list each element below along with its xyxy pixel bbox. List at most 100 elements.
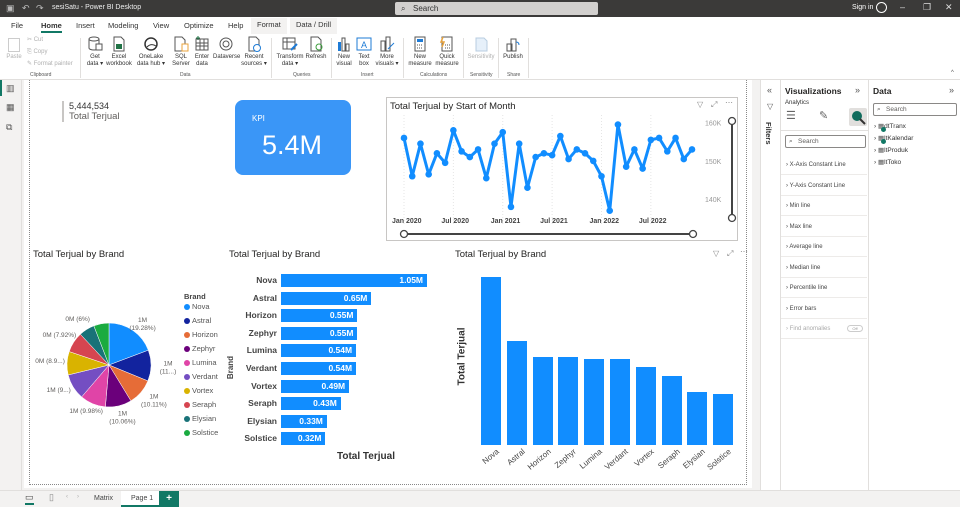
restore-button[interactable]: ❐ (923, 2, 932, 12)
text-box-button[interactable]: A Text box (356, 36, 372, 68)
analytics-section-find-anomalies[interactable]: › Find anomalies Off (781, 319, 867, 339)
column-bar[interactable] (532, 357, 553, 445)
cut-button[interactable]: ✂ Cut (27, 37, 44, 43)
legend-item-vortex[interactable]: Vortex (184, 386, 213, 395)
collapse-pane-icon[interactable]: » (949, 85, 955, 95)
analytics-search-input[interactable]: ⌕ Search (785, 135, 866, 148)
line-chart-visual[interactable]: Total Terjual by Start of Month ▽ ⤢ ⋯ Ja… (386, 97, 738, 241)
analytics-section-min-line[interactable]: › Min line (781, 196, 867, 216)
anomalies-toggle[interactable]: Off (847, 325, 863, 332)
prev-page-icon[interactable]: ‹ (66, 494, 68, 500)
legend-item-lumina[interactable]: Lumina (184, 358, 217, 367)
global-search[interactable]: ⌕ Search (395, 2, 598, 15)
hbar-bar[interactable]: 0.33M (281, 414, 327, 428)
column-bar[interactable] (661, 376, 682, 445)
collapse-pane-icon[interactable]: » (855, 85, 861, 95)
analytics-tab-button[interactable] (849, 108, 867, 126)
hbar-row[interactable]: Zephyr 0.55M (249, 326, 451, 340)
analytics-section-y-axis-constant-line[interactable]: › Y-Axis Constant Line (781, 176, 867, 196)
legend-item-nova[interactable]: Nova (184, 302, 210, 311)
save-icon[interactable]: ▣ (6, 3, 15, 13)
desktop-layout-icon[interactable]: ▭ (25, 492, 34, 505)
tab-format[interactable]: Format (251, 18, 287, 34)
hbar-row[interactable]: Nova 1.05M (256, 274, 451, 287)
page-tab-page-1[interactable]: Page 1 (121, 491, 164, 507)
column-bar[interactable] (713, 393, 734, 445)
filter-icon[interactable]: ▽ (713, 249, 720, 258)
hbar-bar[interactable]: 0.55M (281, 309, 358, 323)
paste-button[interactable]: Paste (5, 36, 23, 61)
excel-workbook-button[interactable]: Excel workbook (106, 36, 132, 68)
focus-mode-icon[interactable]: ⤢ (727, 249, 734, 258)
horizontal-bar-visual[interactable]: Total Terjual by Brand Brand Nova 1.05M As… (226, 245, 451, 485)
minimize-button[interactable]: – (900, 2, 906, 12)
redo-icon[interactable]: ↷ (36, 3, 44, 13)
legend-item-horizon[interactable]: Horizon (184, 330, 218, 339)
column-bar[interactable] (610, 358, 630, 445)
analytics-section-max-line[interactable]: › Max line (781, 217, 867, 237)
legend-item-verdant[interactable]: Verdant (184, 372, 218, 381)
tab-view[interactable]: View (153, 21, 170, 30)
more-options-icon[interactable]: ⋯ (725, 98, 733, 107)
column-bar[interactable] (558, 357, 579, 445)
hbar-bar[interactable]: 0.49M (281, 379, 350, 393)
analytics-section-average-line[interactable]: › Average line (781, 237, 867, 257)
hbar-row[interactable]: Verdant 0.54M (246, 362, 451, 375)
hbar-row[interactable]: Elysian 0.33M (247, 414, 451, 428)
hbar-row[interactable]: Astral 0.65M (253, 291, 451, 305)
dataverse-button[interactable]: Dataverse (213, 36, 240, 61)
data-search-input[interactable]: ⌕ Search (873, 103, 957, 116)
recent-sources-button[interactable]: Recent sources ▾ (241, 36, 267, 68)
hbar-row[interactable]: Lumina 0.54M (247, 344, 451, 358)
tab-home[interactable]: Home (41, 21, 62, 33)
more-visuals-button[interactable]: More visuals ▾ (375, 36, 399, 68)
filter-icon[interactable]: ▽ (697, 100, 704, 109)
column-bar[interactable] (687, 392, 708, 445)
undo-icon[interactable]: ↶ (22, 3, 30, 13)
hbar-bar[interactable]: 0.54M (281, 344, 357, 358)
data-table-ltproduk[interactable]: › ▦ltProduk (874, 147, 908, 154)
hbar-row[interactable]: Vortex 0.49M (251, 379, 451, 393)
format-tab-icon[interactable]: ✎ (819, 110, 829, 122)
publish-button[interactable]: Publish (502, 36, 524, 61)
table-view-icon[interactable]: ▦ (6, 102, 15, 112)
model-view-icon[interactable]: ⧉ (6, 122, 13, 132)
enter-data-button[interactable]: Enter data (193, 36, 211, 68)
hbar-bar[interactable]: 0.43M (281, 397, 341, 411)
filters-pane-collapsed[interactable]: « ▽ Filters (760, 80, 780, 490)
get-data-button[interactable]: Get data ▾ (84, 36, 106, 68)
hbar-bar[interactable]: 0.32M (281, 432, 326, 446)
analytics-section-median-line[interactable]: › Median line (781, 258, 867, 278)
focus-mode-icon[interactable]: ⤢ (711, 100, 718, 109)
data-table-ltkalendar[interactable]: › ▦ltKalendar (874, 135, 914, 144)
data-table-dttranx[interactable]: › ▦dtTranx (874, 123, 906, 132)
more-options-icon[interactable]: ⋯ (740, 247, 748, 256)
page-tab-matrix[interactable]: Matrix (94, 495, 114, 502)
analytics-section-percentile-line[interactable]: › Percentile line (781, 278, 867, 298)
data-table-lttoko[interactable]: › ▦ltToko (874, 159, 902, 166)
column-bar[interactable] (481, 277, 501, 445)
expand-icon[interactable]: « (767, 85, 773, 95)
legend-item-seraph[interactable]: Seraph (184, 400, 216, 409)
legend-item-solstice[interactable]: Solstice (184, 428, 218, 437)
legend-item-zephyr[interactable]: Zephyr (184, 344, 215, 353)
column-bar[interactable] (584, 358, 605, 445)
hbar-row[interactable]: Solstice 0.32M (244, 432, 451, 446)
next-page-icon[interactable]: › (77, 494, 79, 500)
legend-item-astral[interactable]: Astral (184, 316, 211, 325)
transform-data-button[interactable]: Transform data ▾ (276, 36, 304, 68)
quick-measure-button[interactable]: Quick measure (435, 36, 459, 68)
sensitivity-button[interactable]: Sensitivity (467, 36, 495, 61)
pie-chart-visual[interactable]: Total Terjual by Brand 1M (19.28%) 1M (11..… (29, 245, 229, 485)
analytics-section-error-bars[interactable]: › Error bars (781, 299, 867, 319)
total-terjual-card[interactable]: 5,444,534 Total Terjual (62, 101, 120, 122)
analytics-section-x-axis-constant-line[interactable]: › X-Axis Constant Line (781, 155, 867, 175)
collapse-ribbon-icon[interactable]: ^ (951, 70, 954, 76)
sign-in-link[interactable]: Sign in (852, 4, 874, 11)
hbar-bar[interactable]: 0.55M (281, 326, 358, 340)
hbar-bar[interactable]: 1.05M (281, 274, 427, 287)
refresh-button[interactable]: Refresh (305, 36, 327, 61)
onelake-data-hub-button[interactable]: OneLake data hub ▾ (134, 36, 168, 68)
close-button[interactable]: ✕ (945, 2, 953, 12)
hbar-row[interactable]: Horizon 0.55M (245, 309, 451, 323)
